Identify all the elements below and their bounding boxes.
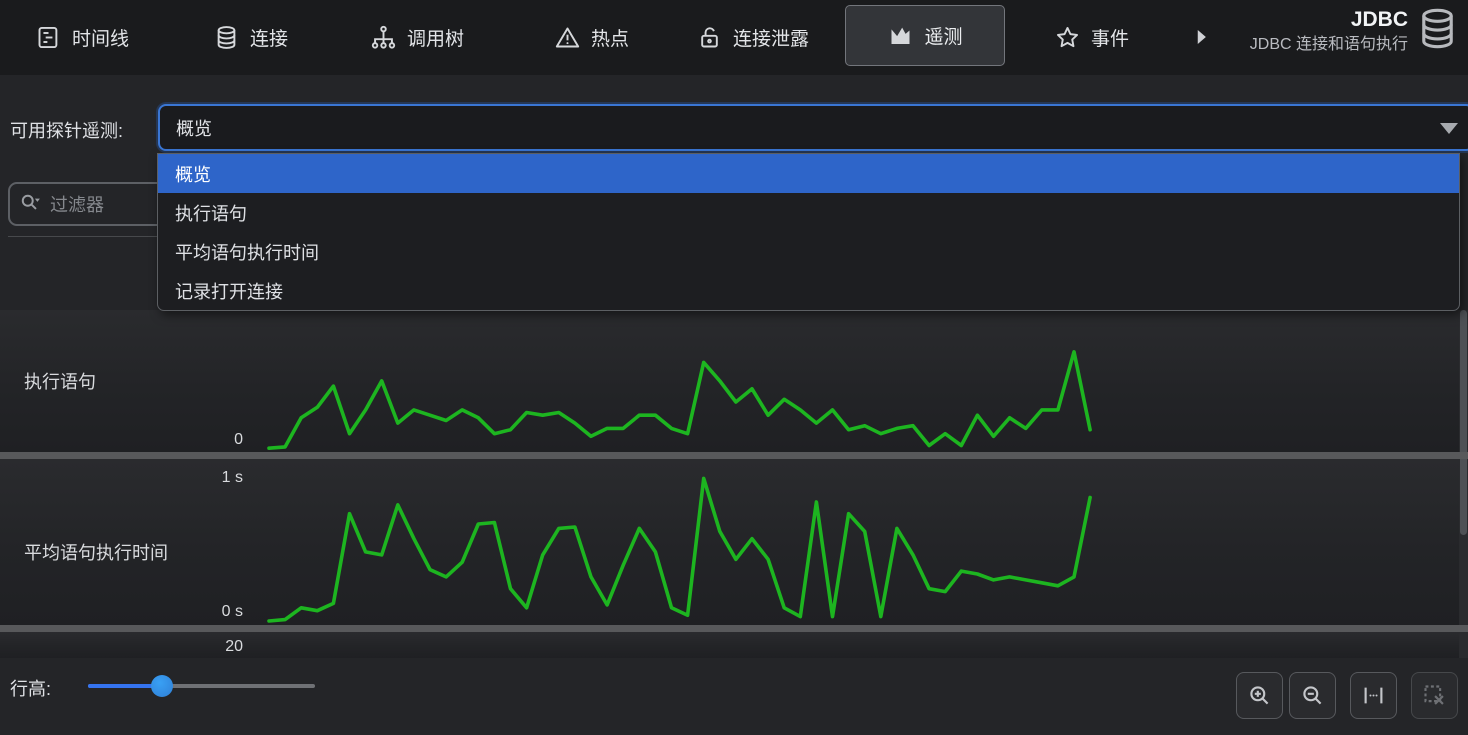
executed-statements-line-chart xyxy=(267,349,1092,450)
tab-label: 时间线 xyxy=(72,29,130,50)
tab-label: 事件 xyxy=(1091,29,1130,50)
tab-label: 遥测 xyxy=(924,27,963,48)
zoom-in-button[interactable] xyxy=(1236,672,1283,719)
tab-timeline[interactable]: 时间线 xyxy=(35,0,129,75)
probe-telemetry-label: 可用探针遥测: xyxy=(10,121,124,141)
dropdown-option-avg-statement-time[interactable]: 平均语句执行时间 xyxy=(175,242,319,263)
y-axis-top-label: 1 s xyxy=(221,469,243,486)
row-separator[interactable] xyxy=(0,452,1468,459)
timeline-icon xyxy=(38,26,58,49)
fit-width-button[interactable] xyxy=(1350,672,1397,719)
call-tree-icon xyxy=(371,25,396,49)
scrollbar-thumb[interactable] xyxy=(1460,310,1467,535)
view-title: JDBC xyxy=(1350,8,1408,31)
tab-label: 热点 xyxy=(591,29,630,50)
combobox-value: 概览 xyxy=(176,118,212,139)
y-axis-baseline-label: 0 xyxy=(234,431,243,448)
dropdown-option-executed-statements[interactable]: 执行语句 xyxy=(175,203,247,224)
chart-row-clipped: 20 xyxy=(0,632,1468,658)
zoom-in-icon xyxy=(1250,686,1269,705)
dropdown-option-recorded-open-connections[interactable]: 记录打开连接 xyxy=(175,281,283,302)
tab-connection-leaks[interactable]: 连接泄露 xyxy=(696,0,809,75)
filter-separator xyxy=(8,236,248,237)
telemetry-dropdown-popup: 概览 执行语句 平均语句执行时间 记录打开连接 xyxy=(157,153,1460,311)
zoom-out-icon xyxy=(1303,686,1322,705)
hotspots-icon xyxy=(555,27,580,48)
clear-selection-icon xyxy=(1424,685,1444,705)
telemetry-icon xyxy=(891,27,910,44)
dropdown-option-overview[interactable]: 概览 xyxy=(158,154,1459,193)
clear-selection-button[interactable] xyxy=(1411,672,1458,719)
search-filter-icon xyxy=(21,194,40,210)
tab-call-tree[interactable]: 调用树 xyxy=(370,0,464,75)
chart-row-executed-statements: 执行语句 0 xyxy=(0,310,1468,452)
tab-connections[interactable]: 连接 xyxy=(213,0,288,75)
fit-width-icon xyxy=(1364,687,1383,704)
slider-thumb[interactable] xyxy=(151,675,173,697)
telemetry-charts: 执行语句 0 1 s 平均语句执行时间 0 s 20 xyxy=(0,310,1468,658)
events-icon xyxy=(1056,26,1079,48)
vertical-scrollbar[interactable] xyxy=(1459,310,1468,658)
chevron-down-icon xyxy=(1440,123,1458,134)
chart-row-label: 平均语句执行时间 xyxy=(24,543,168,563)
telemetry-combobox[interactable]: 概览 xyxy=(158,104,1468,151)
y-axis-baseline-label: 0 s xyxy=(221,603,243,620)
view-subtitle: JDBC 连接和语句执行 xyxy=(1249,36,1408,53)
zoom-out-button[interactable] xyxy=(1289,672,1336,719)
tab-telemetry-selected[interactable]: 遥测 xyxy=(845,5,1005,66)
y-axis-top-label: 20 xyxy=(225,638,243,655)
tab-label: 连接泄露 xyxy=(733,29,810,50)
connection-leak-icon xyxy=(701,27,718,48)
tab-events[interactable]: 事件 xyxy=(1054,0,1129,75)
row-height-label: 行高: xyxy=(10,679,52,699)
database-icon xyxy=(217,26,236,49)
tab-hotspots[interactable]: 热点 xyxy=(554,0,629,75)
avg-statement-time-line-chart xyxy=(267,476,1092,623)
tab-label: 调用树 xyxy=(407,29,465,50)
row-separator[interactable] xyxy=(0,625,1468,632)
view-title-block: JDBC JDBC 连接和语句执行 xyxy=(1250,7,1408,57)
probe-tab-bar: 时间线 连接 调用树 热点 连接泄露 遥测 事件 JDBC JDBC xyxy=(0,0,1468,75)
bottom-toolbar: 行高: xyxy=(0,658,1468,735)
chart-row-label: 执行语句 xyxy=(24,372,96,392)
slider-track[interactable] xyxy=(88,684,315,688)
filter-placeholder: 过滤器 xyxy=(50,195,104,215)
slider-fill xyxy=(88,684,162,688)
database-icon-large xyxy=(1422,8,1453,49)
chart-row-avg-statement-time: 1 s 平均语句执行时间 0 s xyxy=(0,459,1468,625)
tab-label: 连接 xyxy=(250,29,289,50)
row-height-slider[interactable] xyxy=(88,670,315,702)
chevron-right-icon[interactable] xyxy=(1188,24,1214,50)
